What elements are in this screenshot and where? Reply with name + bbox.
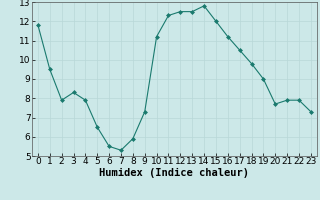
X-axis label: Humidex (Indice chaleur): Humidex (Indice chaleur) — [100, 168, 249, 178]
